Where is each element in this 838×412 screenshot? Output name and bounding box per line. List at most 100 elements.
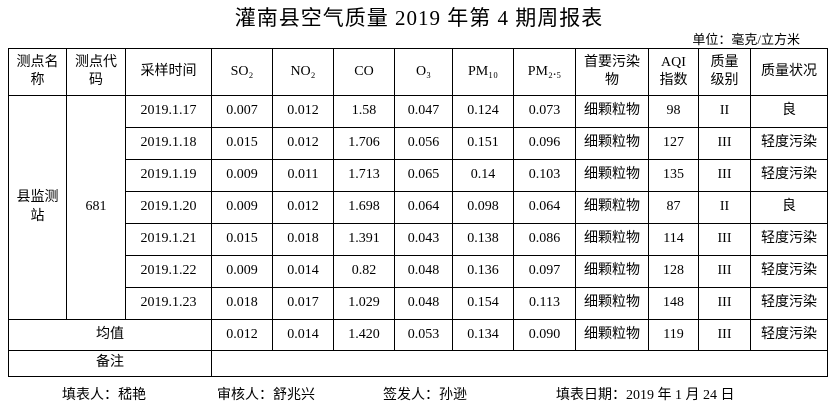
- status-cell: 良: [750, 191, 828, 224]
- o3-mean-cell: 0.053: [394, 319, 453, 351]
- no2-mean-cell: 0.014: [272, 319, 334, 351]
- level-cell: II: [698, 95, 751, 128]
- pm25-cell: 0.113: [513, 287, 576, 320]
- header-primary-pollutant: 首要污染 物: [575, 48, 649, 96]
- co-cell: 1.698: [333, 191, 395, 224]
- pollutant-cell: 细颗粒物: [575, 95, 649, 128]
- air-quality-table: 测点名 称 测点代 码 采样时间 SO₂ NO₂ CO O₃ PM₁₀ PM₂.…: [8, 48, 828, 377]
- date-cell: 2019.1.19: [125, 159, 212, 192]
- co-cell: 1.713: [333, 159, 395, 192]
- so2-cell: 0.009: [211, 191, 273, 224]
- table-row: 2019.1.18 0.015 0.012 1.706 0.056 0.151 …: [9, 127, 828, 160]
- status-cell: 轻度污染: [750, 127, 828, 160]
- co-cell: 1.029: [333, 287, 395, 320]
- no2-cell: 0.018: [272, 223, 334, 256]
- pollutant-cell: 细颗粒物: [575, 191, 649, 224]
- pm10-cell: 0.151: [452, 127, 514, 160]
- mean-label-cell: 均值: [8, 319, 212, 351]
- status-cell: 轻度污染: [750, 255, 828, 288]
- filled-by-label: 填表人：嵇艳: [62, 388, 146, 403]
- table-row: 县监测站 681 2019.1.17 0.007 0.012 1.58 0.04…: [8, 95, 828, 320]
- table-row: 2019.1.20 0.009 0.012 1.698 0.064 0.098 …: [9, 191, 828, 224]
- header-station-name: 测点名 称: [8, 48, 67, 96]
- co-cell: 1.706: [333, 127, 395, 160]
- remark-value-cell: [211, 350, 828, 377]
- status-cell: 轻度污染: [750, 223, 828, 256]
- aqi-cell: 127: [648, 127, 699, 160]
- date-cell: 2019.1.17: [125, 95, 212, 128]
- aqi-cell: 148: [648, 287, 699, 320]
- o3-cell: 0.048: [394, 255, 453, 288]
- aqi-cell: 87: [648, 191, 699, 224]
- table-row: 2019.1.19 0.009 0.011 1.713 0.065 0.14 0…: [9, 159, 828, 192]
- pm25-cell: 0.097: [513, 255, 576, 288]
- no2-cell: 0.014: [272, 255, 334, 288]
- no2-cell: 0.012: [272, 95, 334, 128]
- pm25-cell: 0.073: [513, 95, 576, 128]
- no2-cell: 0.011: [272, 159, 334, 192]
- no2-cell: 0.017: [272, 287, 334, 320]
- status-cell: 轻度污染: [750, 159, 828, 192]
- date-cell: 2019.1.20: [125, 191, 212, 224]
- report-title: 灌南县空气质量 2019 年第 4 期周报表: [234, 6, 604, 30]
- mean-row: 均值 0.012 0.014 1.420 0.053 0.134 0.090 细…: [8, 319, 828, 351]
- table-header-row: 测点名 称 测点代 码 采样时间 SO₂ NO₂ CO O₃ PM₁₀ PM₂.…: [8, 48, 828, 96]
- table-row: 2019.1.23 0.018 0.017 1.029 0.048 0.154 …: [9, 287, 828, 320]
- station-name-cell: 县监测站: [8, 95, 67, 320]
- pm10-cell: 0.14: [452, 159, 514, 192]
- pm10-cell: 0.138: [452, 223, 514, 256]
- pm25-cell: 0.096: [513, 127, 576, 160]
- signature-line: 填表人：嵇艳 审核人：舒兆兴 签发人：孙逊 填表日期：2019 年 1 月 24…: [0, 384, 838, 408]
- so2-cell: 0.015: [211, 223, 273, 256]
- level-cell: III: [698, 127, 751, 160]
- level-cell: III: [698, 223, 751, 256]
- no2-cell: 0.012: [272, 191, 334, 224]
- reviewed-by-label: 审核人：舒兆兴: [217, 388, 315, 403]
- header-co: CO: [333, 48, 395, 96]
- aqi-mean-cell: 119: [648, 319, 699, 351]
- o3-cell: 0.043: [394, 223, 453, 256]
- so2-cell: 0.015: [211, 127, 273, 160]
- date-cell: 2019.1.22: [125, 255, 212, 288]
- level-cell: III: [698, 159, 751, 192]
- issued-by-label: 签发人：孙逊: [383, 388, 467, 403]
- aqi-cell: 114: [648, 223, 699, 256]
- status-cell: 轻度污染: [750, 287, 828, 320]
- o3-cell: 0.047: [394, 95, 453, 128]
- level-mean-cell: III: [698, 319, 751, 351]
- fill-date-label: 填表日期：2019 年 1 月 24 日: [556, 388, 735, 403]
- unit-label: 单位：毫克/立方米: [692, 32, 800, 47]
- station-code-cell: 681: [66, 95, 126, 320]
- remark-label-cell: 备注: [8, 350, 212, 377]
- status-mean-cell: 轻度污染: [750, 319, 828, 351]
- pollutant-mean-cell: 细颗粒物: [575, 319, 649, 351]
- pm25-cell: 0.103: [513, 159, 576, 192]
- header-sample-time: 采样时间: [125, 48, 212, 96]
- pm25-cell: 0.064: [513, 191, 576, 224]
- pm10-mean-cell: 0.134: [452, 319, 514, 351]
- header-pm25: PM₂.₅: [513, 48, 576, 96]
- so2-mean-cell: 0.012: [211, 319, 273, 351]
- table-row: 2019.1.21 0.015 0.018 1.391 0.043 0.138 …: [9, 223, 828, 256]
- header-quality-level: 质量 级别: [698, 48, 751, 96]
- header-quality-status: 质量状况: [750, 48, 828, 96]
- so2-cell: 0.009: [211, 255, 273, 288]
- pm25-cell: 0.086: [513, 223, 576, 256]
- pm10-cell: 0.124: [452, 95, 514, 128]
- header-station-code: 测点代 码: [66, 48, 126, 96]
- o3-cell: 0.065: [394, 159, 453, 192]
- date-cell: 2019.1.21: [125, 223, 212, 256]
- pm10-cell: 0.098: [452, 191, 514, 224]
- so2-cell: 0.007: [211, 95, 273, 128]
- pollutant-cell: 细颗粒物: [575, 255, 649, 288]
- aqi-cell: 128: [648, 255, 699, 288]
- pollutant-cell: 细颗粒物: [575, 127, 649, 160]
- date-cell: 2019.1.18: [125, 127, 212, 160]
- aqi-cell: 98: [648, 95, 699, 128]
- pollutant-cell: 细颗粒物: [575, 159, 649, 192]
- o3-cell: 0.048: [394, 287, 453, 320]
- so2-cell: 0.018: [211, 287, 273, 320]
- header-so2: SO₂: [211, 48, 273, 96]
- o3-cell: 0.056: [394, 127, 453, 160]
